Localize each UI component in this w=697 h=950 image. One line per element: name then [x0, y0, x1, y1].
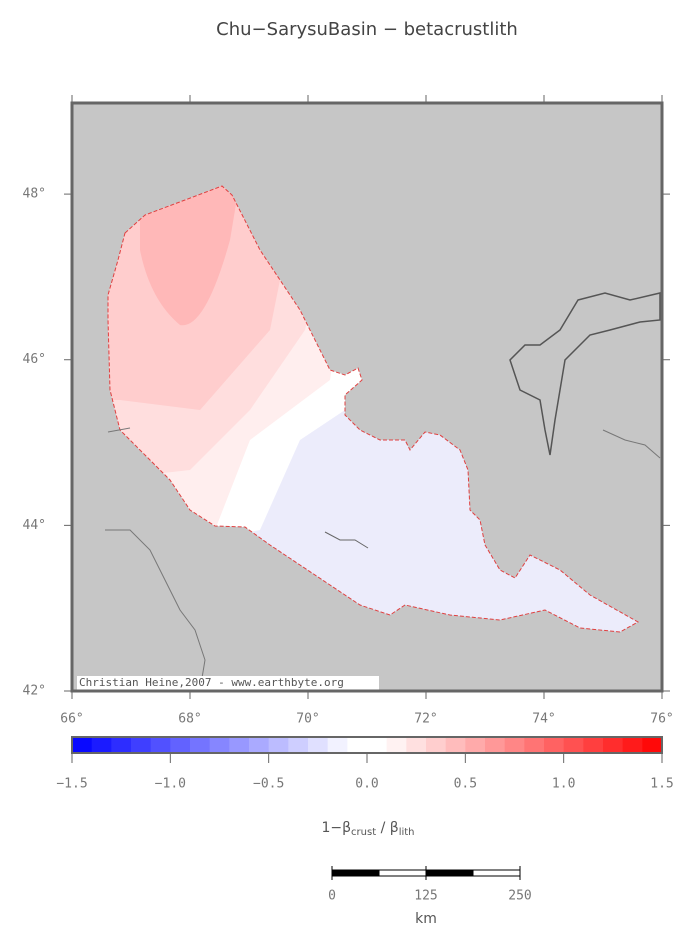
river: [105, 529, 206, 691]
color-swatch: [386, 737, 407, 753]
color-swatch: [485, 737, 506, 753]
color-swatch: [229, 737, 250, 753]
label-part: 1−β: [321, 820, 351, 836]
river: [107, 427, 131, 433]
color-swatch: [347, 737, 368, 753]
color-swatch: [583, 737, 604, 753]
credit-box: [77, 676, 379, 690]
color-swatch: [504, 737, 525, 753]
label-sub: lith: [399, 827, 415, 838]
lon-tick-label: 74°: [532, 712, 555, 727]
color-swatch: [209, 737, 230, 753]
map-frame: [70, 101, 664, 693]
color-swatch: [603, 737, 624, 753]
colorbar-tick-label: −1.0: [155, 777, 186, 792]
title: Chu−SarysuBasin − betacrustlith: [216, 19, 518, 40]
basin-outline: [107, 185, 640, 633]
river: [324, 531, 369, 549]
label-part: / β: [376, 820, 399, 836]
scale-segment: [331, 869, 380, 877]
color-swatch: [367, 737, 388, 753]
color-swatch: [524, 737, 545, 753]
scale-tick-label: 0: [328, 889, 336, 904]
lon-tick-label: 72°: [414, 712, 437, 727]
color-swatch: [327, 737, 348, 753]
label-sub: crust: [351, 827, 376, 838]
colorbar-label: 1−βcrust / βlith: [321, 820, 414, 838]
colorbar-tick-label: 0.5: [454, 777, 477, 792]
color-swatch: [642, 737, 663, 753]
scale-bar: 0 125 250 km: [328, 866, 532, 927]
colorbar-tick-label: 1.0: [552, 777, 575, 792]
color-swatch: [622, 737, 643, 753]
lon-tick-label: 70°: [296, 712, 319, 727]
lon-tick-label: 68°: [178, 712, 201, 727]
lon-tick-label: 76°: [650, 712, 673, 727]
river: [602, 429, 661, 459]
lat-tick-label: 44°: [23, 518, 46, 533]
lon-tick-label: 66°: [60, 712, 83, 727]
color-swatch: [150, 737, 171, 753]
color-swatch: [544, 737, 565, 753]
color-swatch: [426, 737, 447, 753]
color-swatch: [308, 737, 329, 753]
color-swatch: [72, 737, 93, 753]
scale-unit: km: [415, 911, 437, 927]
colorbar-tick-label: −1.5: [56, 777, 87, 792]
colorbar: −1.5 −1.0 −0.5 0.0 0.5 1.0 1.5: [56, 736, 674, 792]
color-swatch: [249, 737, 270, 753]
color-swatch: [190, 737, 211, 753]
color-swatch: [465, 737, 486, 753]
map-area: Christian Heine,2007 - www.earthbyte.org: [70, 101, 664, 693]
color-swatch: [131, 737, 152, 753]
colorbar-tick-label: −0.5: [253, 777, 284, 792]
scale-tick-label: 250: [508, 889, 531, 904]
credit: Christian Heine,2007 - www.earthbyte.org: [79, 676, 344, 689]
scale-segment: [378, 869, 427, 877]
scale-segment: [472, 869, 521, 877]
lat-tick-label: 42°: [23, 684, 46, 699]
color-swatch: [170, 737, 191, 753]
colorbar-tick-label: 0.0: [355, 777, 378, 792]
lake-shore: [509, 292, 661, 456]
color-swatch: [91, 737, 112, 753]
color-swatch: [288, 737, 309, 753]
colorbar-tick-label: 1.5: [650, 777, 673, 792]
color-swatch: [445, 737, 466, 753]
lat-tick-label: 48°: [23, 187, 46, 202]
color-swatch: [268, 737, 289, 753]
lat-tick-label: 46°: [23, 352, 46, 367]
scale-segment: [425, 869, 474, 877]
color-swatch: [563, 737, 584, 753]
color-swatch: [111, 737, 132, 753]
scale-tick-label: 125: [414, 889, 437, 904]
color-swatch: [406, 737, 427, 753]
